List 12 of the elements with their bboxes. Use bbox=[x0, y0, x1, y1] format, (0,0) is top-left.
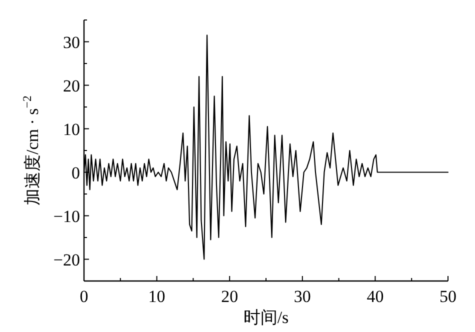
x-tick-label: 40 bbox=[366, 287, 384, 306]
x-tick-label: 20 bbox=[221, 287, 238, 306]
y-tick-label: 0 bbox=[72, 163, 80, 182]
x-tick-label: 50 bbox=[440, 287, 456, 306]
x-axis-title: 时间/s bbox=[243, 308, 289, 327]
x-tick-label: 30 bbox=[294, 287, 311, 306]
x-tick-label: 10 bbox=[148, 287, 166, 306]
y-tick-label: −10 bbox=[53, 206, 80, 226]
y-tick-label: 10 bbox=[63, 120, 80, 139]
y-tick-label: 30 bbox=[63, 32, 80, 52]
y-tick-label: 20 bbox=[63, 76, 80, 96]
y-tick-label: −20 bbox=[53, 250, 80, 270]
